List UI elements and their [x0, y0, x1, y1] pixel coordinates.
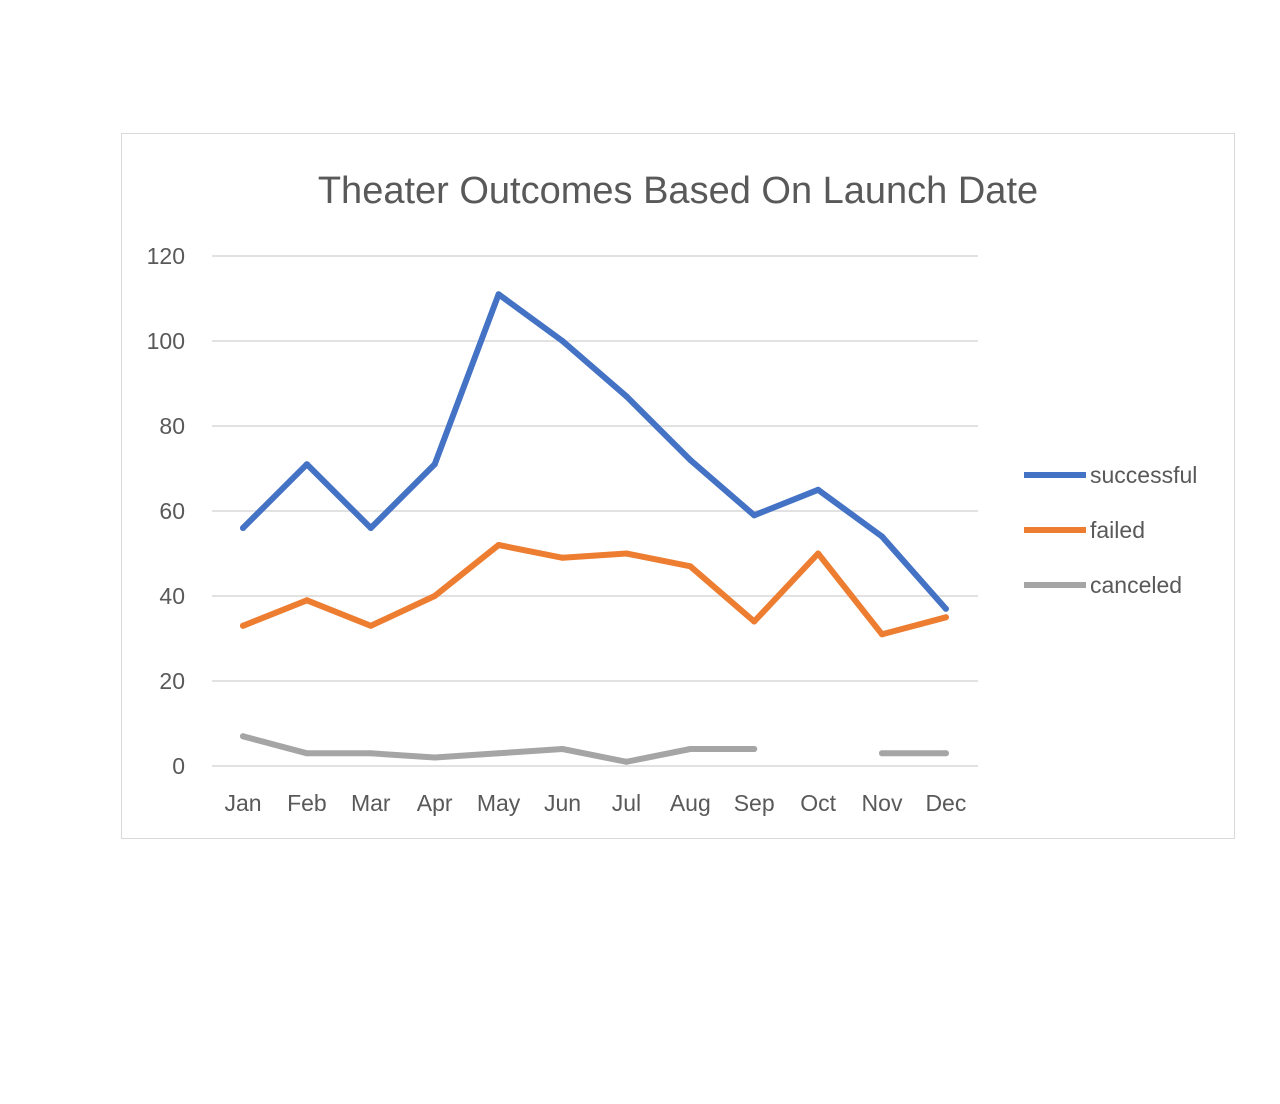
data-point-failed-nov[interactable] — [879, 631, 885, 638]
x-axis-ticks: Jan Feb Mar Apr May Jun Jul Aug Sep Oct Nov Dec — [224, 790, 966, 816]
data-point-canceled-nov[interactable] — [879, 750, 885, 757]
data-point-canceled-feb[interactable] — [303, 750, 310, 757]
series-line-canceled[interactable] — [240, 733, 758, 765]
legend[interactable]: successful failed canceled — [1024, 462, 1197, 598]
y-tick-label: 0 — [172, 753, 185, 779]
data-point-canceled-jan[interactable] — [240, 733, 246, 740]
y-axis-ticks: 0 20 40 60 80 100 120 — [147, 243, 185, 779]
x-tick-label: Jul — [612, 790, 641, 816]
data-point-successful-sep[interactable] — [751, 512, 758, 519]
data-point-successful-mar[interactable] — [367, 525, 374, 531]
data-point-successful-nov[interactable] — [879, 533, 885, 540]
chart-title: Theater Outcomes Based On Launch Date — [318, 170, 1038, 212]
data-point-successful-apr[interactable] — [431, 461, 438, 468]
x-tick-label: Nov — [862, 790, 903, 816]
x-tick-label: Jun — [544, 790, 581, 816]
data-point-successful-dec[interactable] — [942, 605, 949, 612]
data-point-failed-feb[interactable] — [303, 597, 310, 604]
data-point-failed-mar[interactable] — [367, 622, 374, 629]
data-point-canceled-jun[interactable] — [559, 746, 566, 752]
legend-item-failed[interactable]: failed — [1024, 517, 1145, 543]
data-point-failed-sep[interactable] — [751, 618, 758, 625]
legend-label-failed: failed — [1090, 517, 1145, 543]
data-point-failed-jul[interactable] — [623, 550, 630, 557]
x-tick-label: Oct — [800, 790, 836, 816]
data-point-failed-jun[interactable] — [559, 554, 566, 561]
data-point-canceled-aug[interactable] — [687, 746, 694, 752]
data-point-successful-jan[interactable] — [240, 525, 246, 531]
data-point-failed-apr[interactable] — [431, 593, 438, 599]
y-tick-label: 120 — [147, 243, 185, 269]
data-point-failed-may[interactable] — [495, 542, 502, 548]
data-point-successful-feb[interactable] — [303, 461, 310, 468]
x-tick-label: Feb — [287, 790, 327, 816]
x-tick-label: Apr — [417, 790, 453, 816]
x-tick-label: Aug — [670, 790, 711, 816]
x-tick-label: Mar — [351, 790, 391, 816]
data-point-canceled-dec[interactable] — [942, 750, 949, 757]
series-failed[interactable] — [240, 542, 949, 638]
series-successful[interactable] — [240, 291, 949, 612]
chart-area — [121, 133, 1235, 839]
data-point-canceled-sep[interactable] — [751, 746, 758, 752]
y-tick-label: 100 — [147, 328, 185, 354]
data-point-canceled-apr[interactable] — [431, 754, 438, 761]
data-point-successful-jun[interactable] — [559, 338, 566, 344]
data-point-canceled-jul[interactable] — [623, 758, 630, 765]
series-line-successful[interactable] — [240, 291, 949, 612]
x-tick-label: Sep — [734, 790, 775, 816]
plot-series — [240, 291, 949, 765]
x-tick-label: Jan — [224, 790, 261, 816]
data-point-successful-may[interactable] — [495, 291, 502, 298]
legend-item-canceled[interactable]: canceled — [1024, 572, 1182, 598]
legend-label-canceled: canceled — [1090, 572, 1182, 598]
data-point-failed-aug[interactable] — [687, 563, 694, 570]
y-tick-label: 60 — [159, 498, 185, 524]
data-point-failed-oct[interactable] — [815, 550, 822, 557]
y-tick-label: 80 — [159, 413, 185, 439]
x-tick-label: Dec — [925, 790, 966, 816]
series-line-failed[interactable] — [240, 542, 949, 638]
legend-label-successful: successful — [1090, 462, 1197, 488]
y-tick-label: 40 — [159, 583, 185, 609]
legend-item-successful[interactable]: successful — [1024, 462, 1197, 488]
data-point-successful-aug[interactable] — [687, 457, 694, 463]
data-point-canceled-may[interactable] — [495, 750, 502, 757]
x-tick-label: May — [477, 790, 521, 816]
data-point-failed-dec[interactable] — [942, 614, 949, 621]
series-canceled[interactable] — [240, 733, 949, 765]
data-point-failed-jan[interactable] — [240, 622, 246, 629]
y-tick-label: 20 — [159, 668, 185, 694]
data-point-successful-jul[interactable] — [623, 393, 630, 400]
gridlines — [212, 255, 978, 767]
data-point-canceled-mar[interactable] — [367, 750, 374, 757]
data-point-successful-oct[interactable] — [815, 486, 822, 493]
